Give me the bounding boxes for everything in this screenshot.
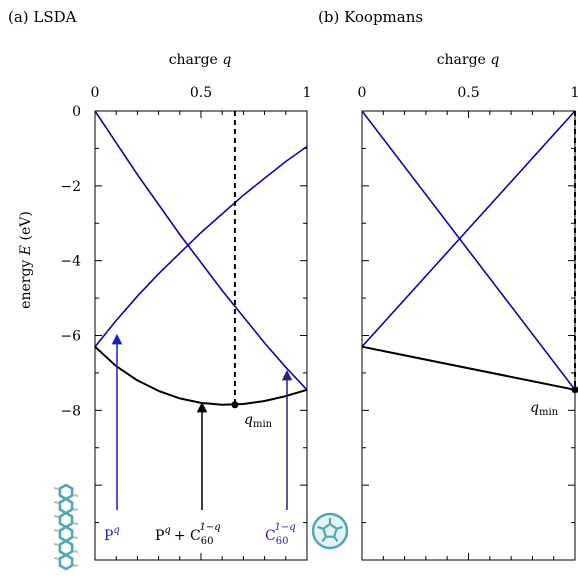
fullerene-bond (333, 536, 339, 543)
polymer-h-bond (53, 515, 60, 518)
polymer-ring (58, 525, 74, 543)
polymer-h-bond (72, 536, 79, 539)
label-Pq: Pq (104, 525, 120, 544)
polymer-h-bond (53, 501, 60, 504)
qmin-label-a: qmin (244, 412, 273, 430)
polymer-h-bond (53, 529, 60, 532)
polymer-h-bond (53, 487, 60, 490)
y-tick-label: −8 (60, 403, 81, 419)
polymer-ring (58, 539, 74, 557)
polymer-molecule-icon (53, 483, 79, 571)
polymer-h-bond (53, 543, 60, 546)
polymer-h-bond (72, 550, 79, 553)
x-tick-label: 0.5 (190, 85, 212, 101)
energy-curve-polymer (94, 145, 308, 348)
plot-frame-b (361, 110, 576, 561)
energy-curve-polymer (361, 110, 576, 348)
energy-curve-total (361, 345, 576, 391)
label-mixture: Pq + C601−q (155, 522, 221, 547)
x-tick-label: 1 (303, 85, 312, 101)
y-axis-title: energy E (eV) (18, 211, 34, 309)
top-axis-title-b: charge q (437, 52, 500, 68)
polymer-h-bond (72, 522, 79, 525)
qmin-point (571, 386, 578, 394)
polymer-ring (58, 483, 74, 501)
y-tick-label: −4 (60, 254, 81, 270)
polymer-h-bond (72, 508, 79, 511)
polymer-ring (58, 497, 74, 515)
top-axis-title-a: charge q (169, 52, 232, 68)
y-tick-label: 0 (72, 104, 81, 120)
fullerene-molecule-icon (311, 512, 349, 550)
polymer-h-bond (53, 557, 60, 560)
energy-curve-c60 (94, 110, 308, 391)
x-tick-label: 1 (571, 85, 578, 101)
plot-frame-a (94, 110, 308, 561)
energy-curve-c60 (361, 110, 576, 391)
fullerene-pentagon (322, 522, 338, 538)
fullerene-bond (321, 536, 327, 543)
panel-a-plot: 0 0.5 1 0 −2 −4 −6 −8 (60, 85, 312, 561)
fullerene-bond (336, 525, 343, 530)
y-tick-label: −6 (60, 329, 81, 345)
label-C60: C601−q (265, 522, 296, 547)
polymer-ring (58, 511, 74, 529)
qmin-point (231, 401, 239, 409)
panel-b-plot: 0 0.5 1 (358, 85, 578, 561)
polymer-h-bond (72, 564, 79, 567)
polymer-h-bond (72, 494, 79, 497)
qmin-label-b: qmin (530, 400, 559, 418)
x-tick-label: 0.5 (457, 85, 479, 101)
fullerene-bond (317, 525, 324, 530)
x-tick-label: 0 (91, 85, 100, 101)
panel-b-label: (b) Koopmans (318, 8, 423, 26)
polymer-ring (58, 553, 74, 571)
x-tick-label: 0 (358, 85, 367, 101)
panel-a-label: (a) LSDA (8, 8, 77, 26)
y-tick-label: −2 (60, 179, 81, 195)
fullerene-shell (311, 512, 349, 550)
